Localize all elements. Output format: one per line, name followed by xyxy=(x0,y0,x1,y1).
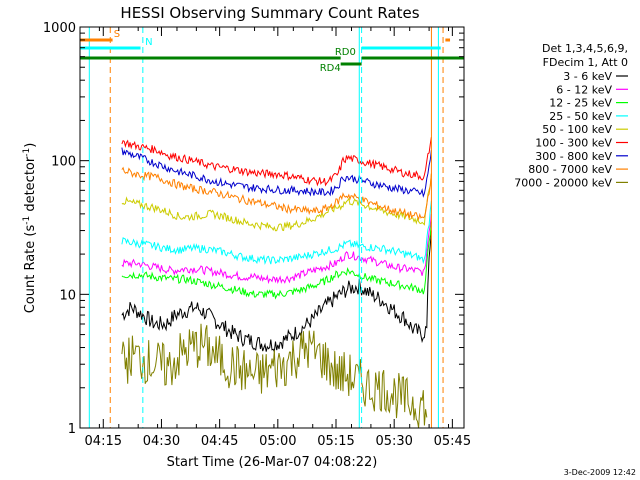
state-bar-label-RD0: RD0 xyxy=(335,47,356,58)
series-line-7 xyxy=(121,166,432,221)
vertical-markers-layer xyxy=(88,27,444,428)
state-bar-label-S: S xyxy=(114,29,120,40)
legend: Det 1,3,4,5,6,9, FDecim 1, Att 0 3 - 6 k… xyxy=(514,42,628,189)
series-line-0 xyxy=(121,230,432,354)
y-axis-label-part-2: detector xyxy=(23,156,38,216)
legend-label-7: 800 - 7000 keV xyxy=(528,163,612,176)
x-tick-label-0: 04:15 xyxy=(85,434,122,449)
y-axis-label-part-3: ) xyxy=(23,143,38,148)
x-axis-label: Start Time (26-Mar-07 04:08:22) xyxy=(167,455,378,470)
y-tick-label-3: 1000 xyxy=(43,21,76,36)
legend-label-2: 12 - 25 keV xyxy=(549,97,612,110)
legend-label-3: 25 - 50 keV xyxy=(549,110,612,123)
y-tick-label-2: 100 xyxy=(51,155,76,170)
legend-label-8: 7000 - 20000 keV xyxy=(514,176,612,189)
series-line-8 xyxy=(121,323,428,429)
x-tick-label-2: 04:45 xyxy=(201,434,238,449)
legend-header-line-2: FDecim 1, Att 0 xyxy=(543,56,628,69)
x-axis: 04:15 04:30 04:45 05:00 05:15 05:30 05:45 xyxy=(79,27,471,449)
legend-label-6: 300 - 800 keV xyxy=(535,150,612,163)
y-axis-label-superscript-1: -1 xyxy=(22,216,32,225)
series-line-4 xyxy=(121,173,432,232)
series-line-1 xyxy=(121,213,432,285)
x-tick-label-4: 05:15 xyxy=(317,434,354,449)
state-bars-layer: S N RD0 RD4 xyxy=(80,29,464,74)
x-tick-label-1: 04:30 xyxy=(143,434,180,449)
footer-date: 3-Dec-2009 12:42 xyxy=(564,468,636,477)
legend-label-0: 3 - 6 keV xyxy=(563,70,612,83)
y-axis: 1 10 100 1000 xyxy=(43,21,464,437)
series-line-3 xyxy=(121,200,432,266)
series-line-2 xyxy=(121,221,432,300)
series-line-6 xyxy=(121,147,432,198)
legend-label-1: 6 - 12 keV xyxy=(556,83,612,96)
chart-title: HESSI Observing Summary Count Rates xyxy=(120,4,419,22)
plot-frame xyxy=(79,26,465,429)
legend-label-4: 50 - 100 keV xyxy=(542,123,612,136)
state-bar-label-RD4: RD4 xyxy=(320,63,341,74)
y-axis-label-part-1: Count Rate (s xyxy=(23,225,38,314)
series-line-5 xyxy=(121,137,432,187)
y-tick-label-0: 1 xyxy=(68,422,76,437)
x-tick-label-3: 05:00 xyxy=(259,434,296,449)
y-axis-label-superscript-2: -1 xyxy=(22,148,32,157)
plot-series-layer xyxy=(121,137,432,429)
legend-header-line-1: Det 1,3,4,5,6,9, xyxy=(542,42,628,55)
state-bar-label-N: N xyxy=(145,37,152,48)
y-tick-label-1: 10 xyxy=(59,288,76,303)
legend-label-5: 100 - 300 keV xyxy=(535,137,612,150)
x-tick-label-5: 05:30 xyxy=(375,434,412,449)
y-axis-label: Count Rate (s-1 detector-1) xyxy=(22,143,38,314)
x-tick-label-6: 05:45 xyxy=(434,434,471,449)
